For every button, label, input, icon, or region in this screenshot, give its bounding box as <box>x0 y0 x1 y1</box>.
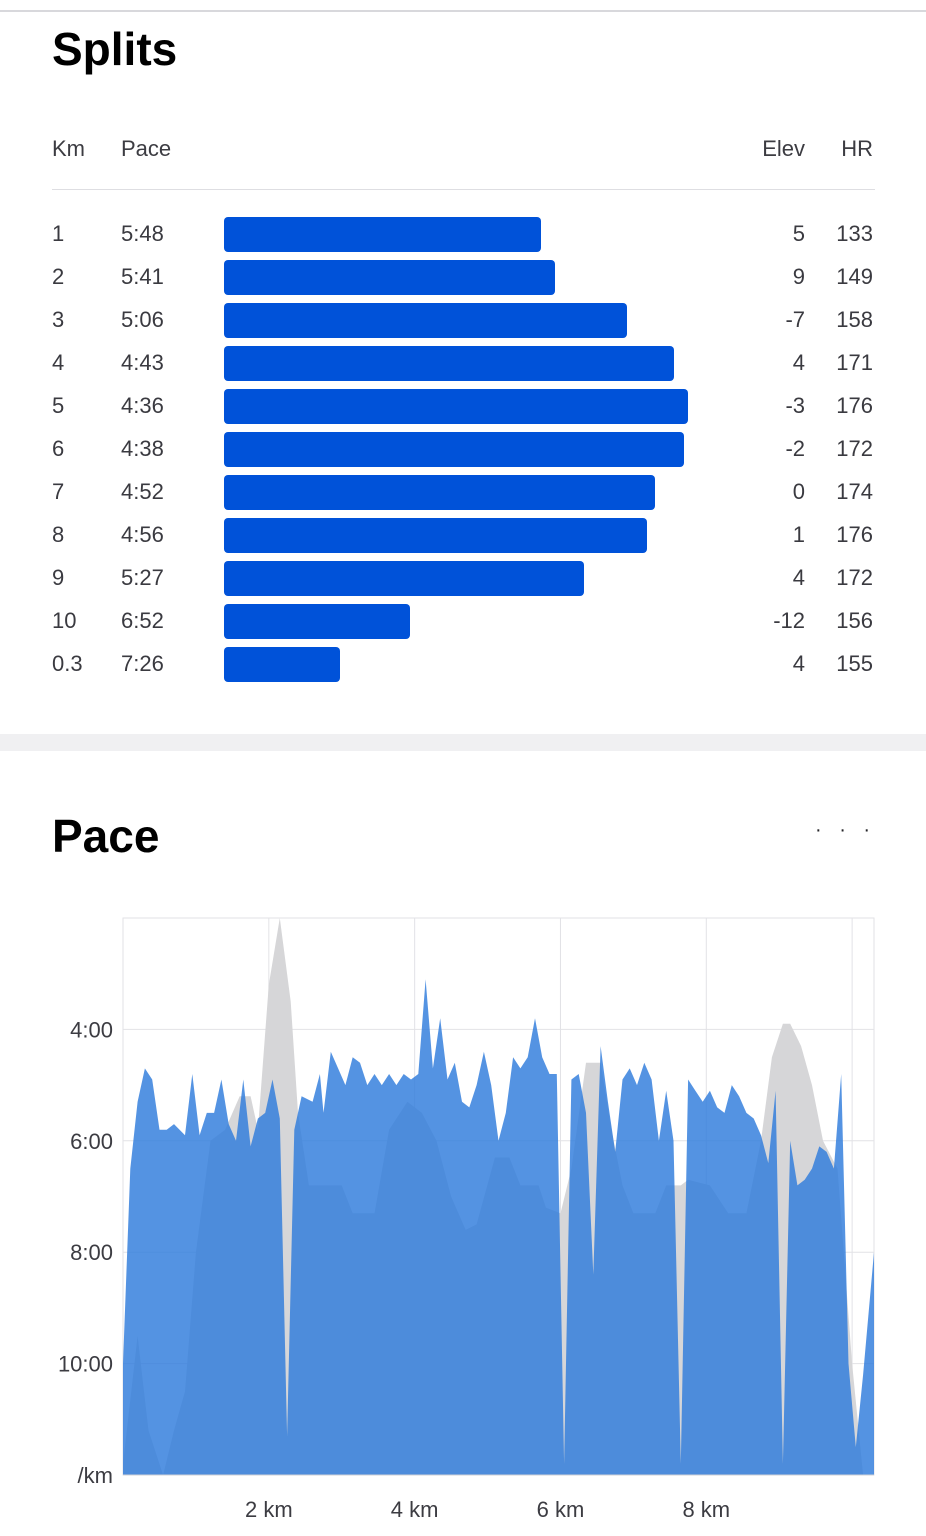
split-km: 1 <box>52 221 65 246</box>
split-row: 8 4:56 1 176 <box>0 513 926 556</box>
splits-header-hr: HR <box>841 136 873 161</box>
top-divider <box>0 10 926 12</box>
split-hr: 176 <box>836 522 873 547</box>
splits-header-pace: Pace <box>121 136 172 161</box>
split-elev: -12 <box>773 608 805 633</box>
split-elev: 4 <box>792 651 805 676</box>
split-hr: 176 <box>836 393 873 418</box>
split-pace: 5:41 <box>121 264 164 289</box>
y-tick-label: 8:00 <box>70 1240 113 1265</box>
split-hr: 171 <box>836 350 873 375</box>
split-pace: 6:52 <box>121 608 164 633</box>
split-hr: 133 <box>836 221 873 246</box>
split-pace-bar <box>224 647 340 682</box>
split-elev: 9 <box>792 264 805 289</box>
split-pace-bar <box>224 389 688 424</box>
split-elev: -7 <box>785 307 805 332</box>
split-pace: 5:48 <box>121 221 164 246</box>
splits-header-elev: Elev <box>762 136 805 161</box>
split-km: 6 <box>52 436 65 461</box>
split-row: 6 4:38 -2 172 <box>0 427 926 470</box>
split-km: 3 <box>52 307 65 332</box>
split-elev: 0 <box>792 479 805 504</box>
split-row: 10 6:52 -12 156 <box>0 599 926 642</box>
split-km: 10 <box>52 608 77 633</box>
x-tick-label: 2 km <box>245 1497 293 1522</box>
split-row: 4 4:43 4 171 <box>0 341 926 384</box>
x-tick-label: 4 km <box>391 1497 439 1522</box>
split-row: 7 4:52 0 174 <box>0 470 926 513</box>
split-hr: 174 <box>836 479 873 504</box>
more-dots-icon[interactable]: · · · <box>815 819 877 841</box>
split-pace-bar <box>224 561 584 596</box>
pace-title: Pace <box>52 810 160 862</box>
split-hr: 155 <box>836 651 873 676</box>
split-elev: -2 <box>785 436 805 461</box>
split-pace-bar <box>224 260 555 295</box>
split-km: 9 <box>52 565 65 590</box>
split-pace-bar <box>224 303 627 338</box>
split-pace: 4:38 <box>121 436 164 461</box>
splits-title: Splits <box>52 23 178 75</box>
split-row: 1 5:48 5 133 <box>0 212 926 255</box>
split-elev: 4 <box>792 350 805 375</box>
section-separator <box>0 734 926 751</box>
split-pace-bar <box>224 432 684 467</box>
split-pace: 5:27 <box>121 565 164 590</box>
split-hr: 172 <box>836 436 873 461</box>
split-row: 5 4:36 -3 176 <box>0 384 926 427</box>
split-elev: 4 <box>792 565 805 590</box>
split-km: 8 <box>52 522 65 547</box>
split-row: 0.3 7:26 4 155 <box>0 642 926 685</box>
split-pace-bar <box>224 217 541 252</box>
split-hr: 149 <box>836 264 873 289</box>
split-pace: 5:06 <box>121 307 164 332</box>
x-tick-label: 8 km <box>682 1497 730 1522</box>
splits-header-km: Km <box>52 136 85 161</box>
split-km: 2 <box>52 264 65 289</box>
split-row: 9 5:27 4 172 <box>0 556 926 599</box>
split-elev: -3 <box>785 393 805 418</box>
split-pace: 4:56 <box>121 522 164 547</box>
y-tick-label: 6:00 <box>70 1129 113 1154</box>
y-tick-label: 4:00 <box>70 1017 113 1042</box>
split-pace-bar <box>224 475 655 510</box>
y-unit-label: /km <box>78 1463 113 1488</box>
splits-header-divider <box>52 189 875 190</box>
split-pace-bar <box>224 518 647 553</box>
split-pace: 4:36 <box>121 393 164 418</box>
split-km: 0.3 <box>52 651 83 676</box>
y-tick-label: 10:00 <box>58 1352 113 1377</box>
split-hr: 172 <box>836 565 873 590</box>
split-elev: 5 <box>792 221 805 246</box>
split-pace-bar <box>224 346 674 381</box>
split-pace-bar <box>224 604 410 639</box>
split-pace: 7:26 <box>121 651 164 676</box>
pace-chart: 4:00 6:00 8:00 10:00/km 2 km 4 km 6 km 8 km <box>58 917 875 1522</box>
split-hr: 156 <box>836 608 873 633</box>
split-km: 5 <box>52 393 65 418</box>
split-row: 2 5:41 9 149 <box>0 255 926 298</box>
split-pace: 4:43 <box>121 350 164 375</box>
splits-table: 1 5:48 5 133 2 5:41 9 149 3 5:06 -7 158 4 4:43 4 171 5 4:… <box>0 212 926 685</box>
split-elev: 1 <box>792 522 805 547</box>
split-hr: 158 <box>836 307 873 332</box>
pace-series-blue <box>123 979 874 1475</box>
split-km: 4 <box>52 350 65 375</box>
split-pace: 4:52 <box>121 479 164 504</box>
split-row: 3 5:06 -7 158 <box>0 298 926 341</box>
x-tick-label: 6 km <box>537 1497 585 1522</box>
split-km: 7 <box>52 479 65 504</box>
